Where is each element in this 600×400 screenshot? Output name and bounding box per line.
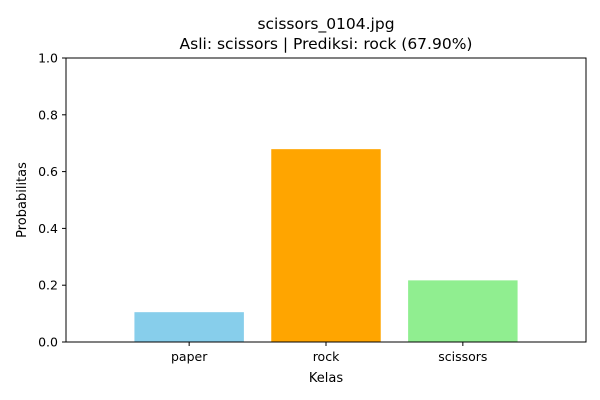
x-tick-label: rock bbox=[313, 349, 340, 364]
x-tick-label: scissors bbox=[438, 349, 487, 364]
ticks-group: paper rock scissors 0.0 0.2 0.4 0.6 0.8 1.0 bbox=[38, 51, 487, 365]
y-tick-label: 0.6 bbox=[38, 164, 58, 179]
x-axis-label: Kelas bbox=[309, 371, 343, 386]
y-tick-label: 0.2 bbox=[38, 278, 58, 293]
chart-title: scissors_0104.jpg bbox=[257, 15, 394, 34]
bars-group bbox=[134, 149, 518, 342]
y-tick-label: 1.0 bbox=[38, 51, 58, 66]
y-tick-label: 0.8 bbox=[38, 107, 58, 122]
y-tick-label: 0.0 bbox=[38, 335, 58, 350]
bar-rock bbox=[271, 149, 381, 342]
y-tick-label: 0.4 bbox=[38, 221, 58, 236]
bar-paper bbox=[134, 312, 244, 342]
x-tick-label: paper bbox=[171, 349, 208, 364]
plot-area-frame bbox=[65, 57, 587, 343]
bar-scissors bbox=[408, 280, 518, 342]
chart-subtitle: Asli: scissors | Prediksi: rock (67.90%) bbox=[180, 35, 473, 53]
y-axis-label: Probabilitas bbox=[15, 162, 30, 238]
